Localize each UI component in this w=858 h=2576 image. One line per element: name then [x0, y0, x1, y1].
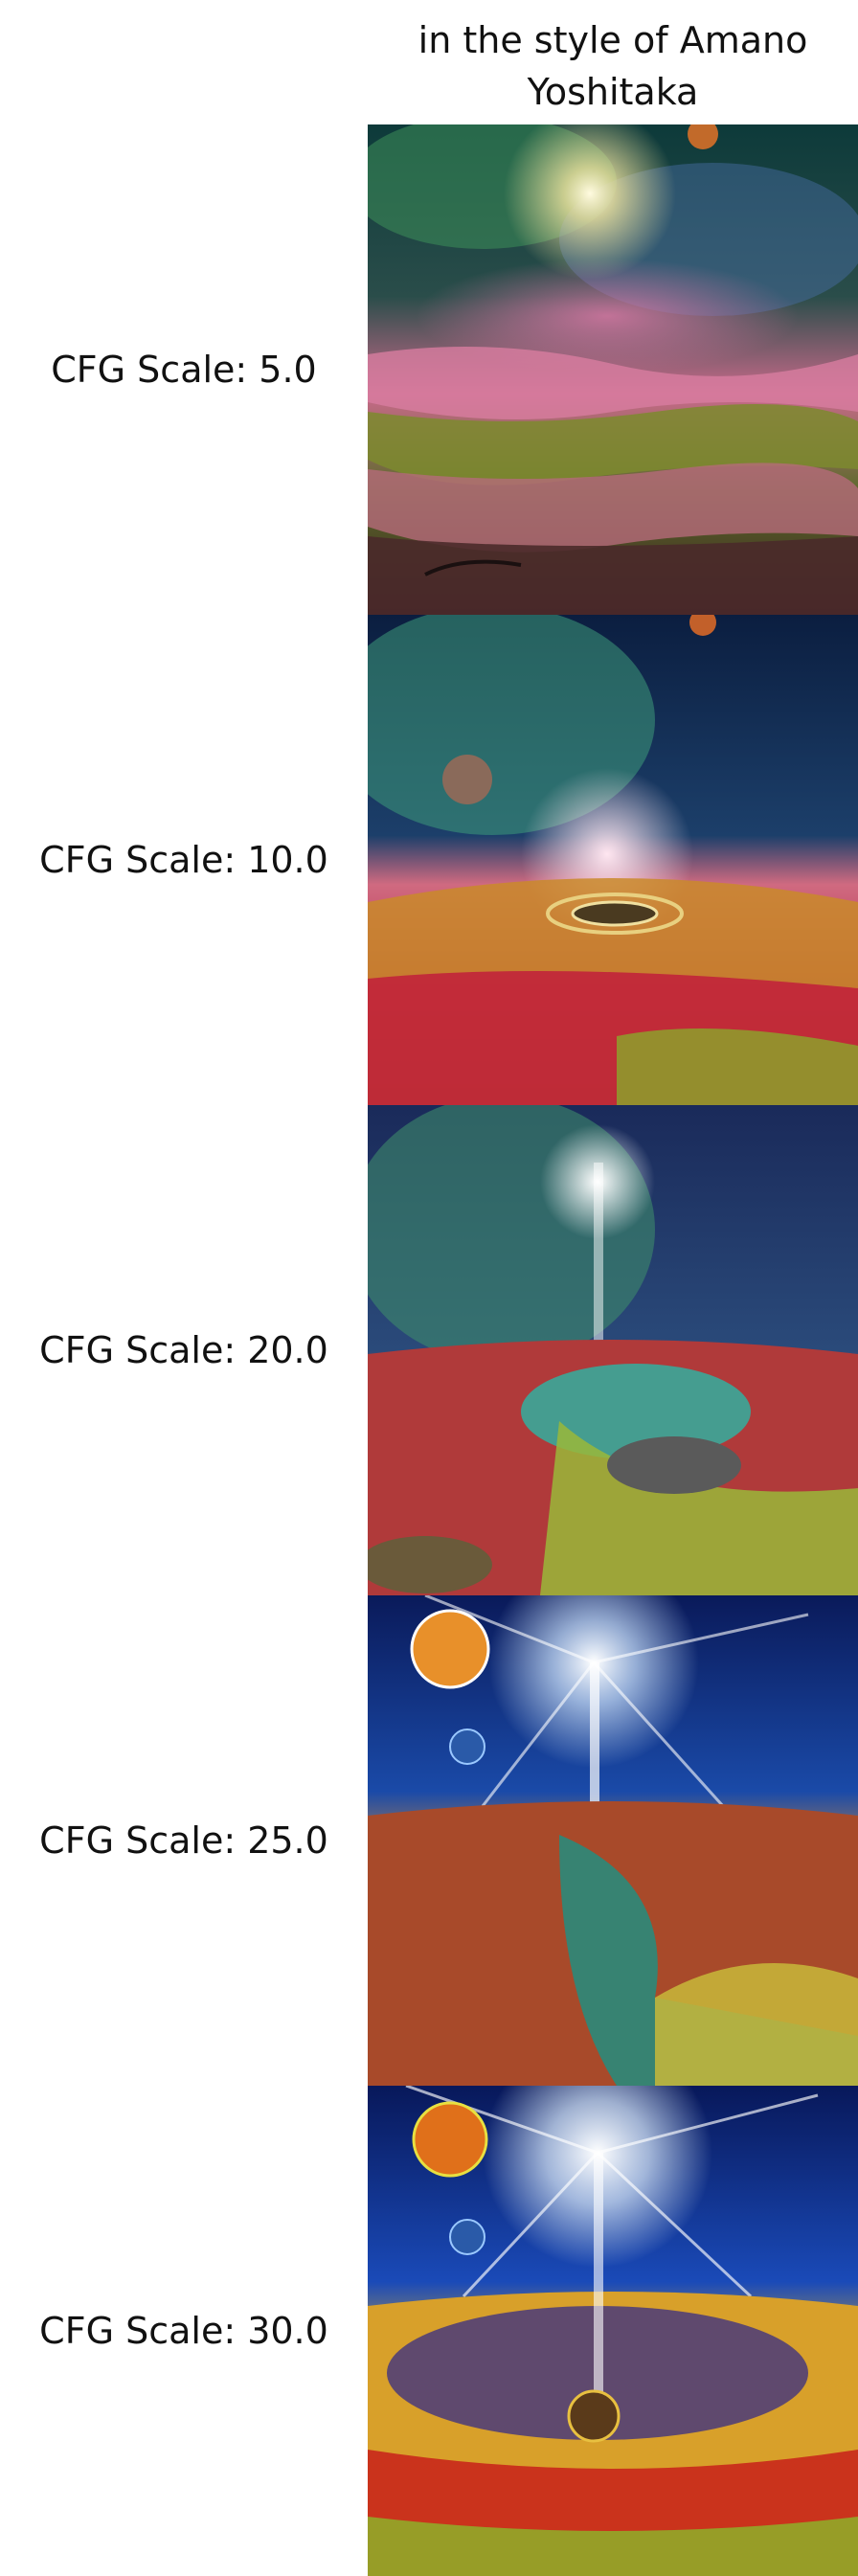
grid-row: CFG Scale: 25.0	[0, 1595, 858, 2086]
generated-image	[368, 124, 858, 615]
row-label: CFG Scale: 5.0	[51, 349, 317, 391]
row-label: CFG Scale: 30.0	[39, 2310, 328, 2352]
generated-image	[368, 2086, 858, 2576]
grid-row: CFG Scale: 20.0	[0, 1105, 858, 1595]
row-label: CFG Scale: 25.0	[39, 1819, 328, 1862]
grid-row: CFG Scale: 5.0	[0, 124, 858, 615]
grid-row: CFG Scale: 10.0	[0, 615, 858, 1105]
column-header: in the style of Amano Yoshitaka	[418, 19, 808, 113]
row-label: CFG Scale: 10.0	[39, 839, 328, 881]
grid-row: CFG Scale: 30.0	[0, 2086, 858, 2576]
generated-image	[368, 1595, 858, 2086]
row-label: CFG Scale: 20.0	[39, 1329, 328, 1371]
generated-image	[368, 1105, 858, 1595]
generated-image	[368, 615, 858, 1105]
